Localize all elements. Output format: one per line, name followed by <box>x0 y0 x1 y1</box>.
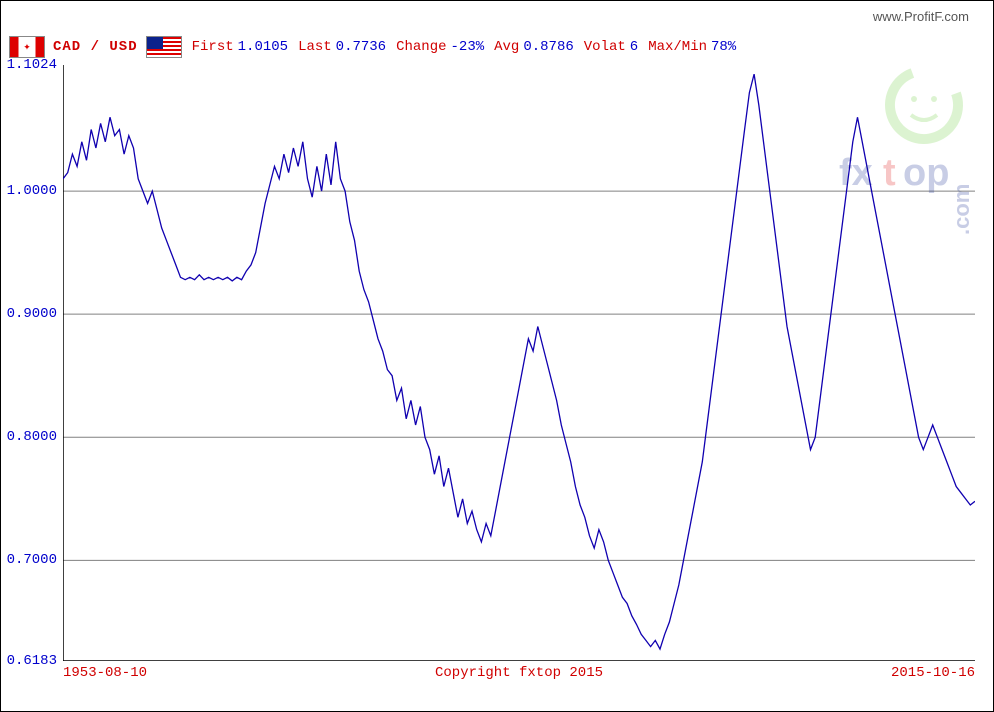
chart-header: CAD / USD First 1.0105 Last 0.7736 Chang… <box>9 33 985 61</box>
stat-first-label: First <box>192 39 234 55</box>
y-tick-label: 0.7000 <box>7 552 57 568</box>
stat-change-value: -23% <box>451 39 485 55</box>
source-url: www.ProfitF.com <box>873 9 969 24</box>
stat-last-value: 0.7736 <box>336 39 386 55</box>
x-center-label: Copyright fxtop 2015 <box>435 665 603 681</box>
stat-maxmin-label: Max/Min <box>648 39 707 55</box>
stat-volat-label: Volat <box>584 39 626 55</box>
y-tick-label: 1.0000 <box>7 183 57 199</box>
flag-usa-icon <box>146 36 182 58</box>
y-tick-label: 1.1024 <box>7 57 57 73</box>
chart-plot <box>63 65 975 661</box>
stat-first-value: 1.0105 <box>238 39 288 55</box>
y-tick-label: 0.6183 <box>7 653 57 669</box>
y-tick-label: 0.8000 <box>7 429 57 445</box>
flag-canada-icon <box>9 36 45 58</box>
stat-last-label: Last <box>298 39 332 55</box>
x-start-label: 1953-08-10 <box>63 665 147 681</box>
stat-avg-value: 0.8786 <box>523 39 573 55</box>
y-tick-label: 0.9000 <box>7 306 57 322</box>
stat-volat-value: 6 <box>630 39 638 55</box>
stat-maxmin-value: 78% <box>711 39 736 55</box>
stat-change-label: Change <box>396 39 446 55</box>
currency-pair: CAD / USD <box>53 39 138 55</box>
x-end-label: 2015-10-16 <box>891 665 975 681</box>
y-axis-labels: 0.61830.70000.80000.90001.00001.1024 <box>1 65 59 661</box>
x-axis-labels: 1953-08-10 Copyright fxtop 2015 2015-10-… <box>63 665 975 685</box>
stat-avg-label: Avg <box>494 39 519 55</box>
